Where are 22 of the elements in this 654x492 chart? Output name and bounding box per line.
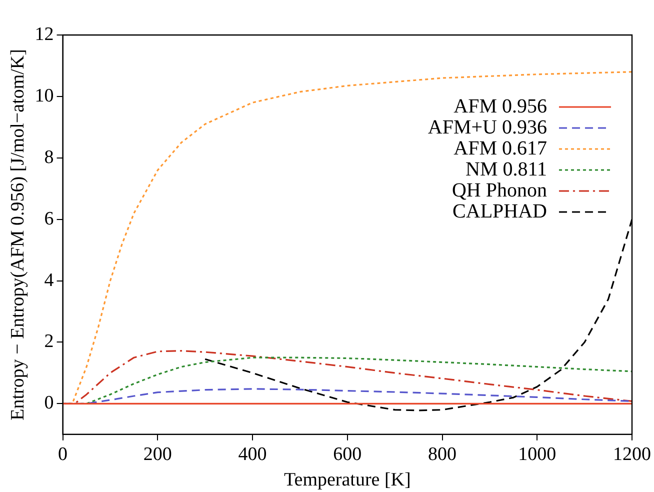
y-tick-label: 10 <box>34 85 54 106</box>
x-tick-label: 200 <box>143 444 172 465</box>
x-tick-label: 0 <box>58 444 68 465</box>
legend-label: NM 0.811 <box>466 158 547 180</box>
y-tick-label: 8 <box>44 146 54 168</box>
y-tick-label: 4 <box>44 270 54 291</box>
x-tick-label: 600 <box>333 444 362 465</box>
legend-label: AFM 0.617 <box>454 137 547 160</box>
y-tick-label: 0 <box>44 392 54 414</box>
legend-label: QH Phonon <box>452 179 547 202</box>
x-tick-label: 400 <box>238 444 267 465</box>
y-tick-label: 12 <box>34 24 54 45</box>
x-tick-label: 1200 <box>613 444 651 465</box>
y-tick-label: 6 <box>44 208 54 230</box>
legend-label: AFM 0.956 <box>454 95 547 118</box>
x-axis-title: Temperature [K] <box>284 470 411 491</box>
legend-label: CALPHAD <box>452 200 547 222</box>
y-tick-label: 2 <box>44 331 54 352</box>
x-tick-label: 1000 <box>518 444 556 465</box>
x-tick-label: 800 <box>428 444 457 465</box>
legend-label: AFM+U 0.936 <box>428 116 547 138</box>
y-axis-title: Entropy − Entropy(AFM 0.956) [J/mol−atom/K] <box>7 49 28 420</box>
